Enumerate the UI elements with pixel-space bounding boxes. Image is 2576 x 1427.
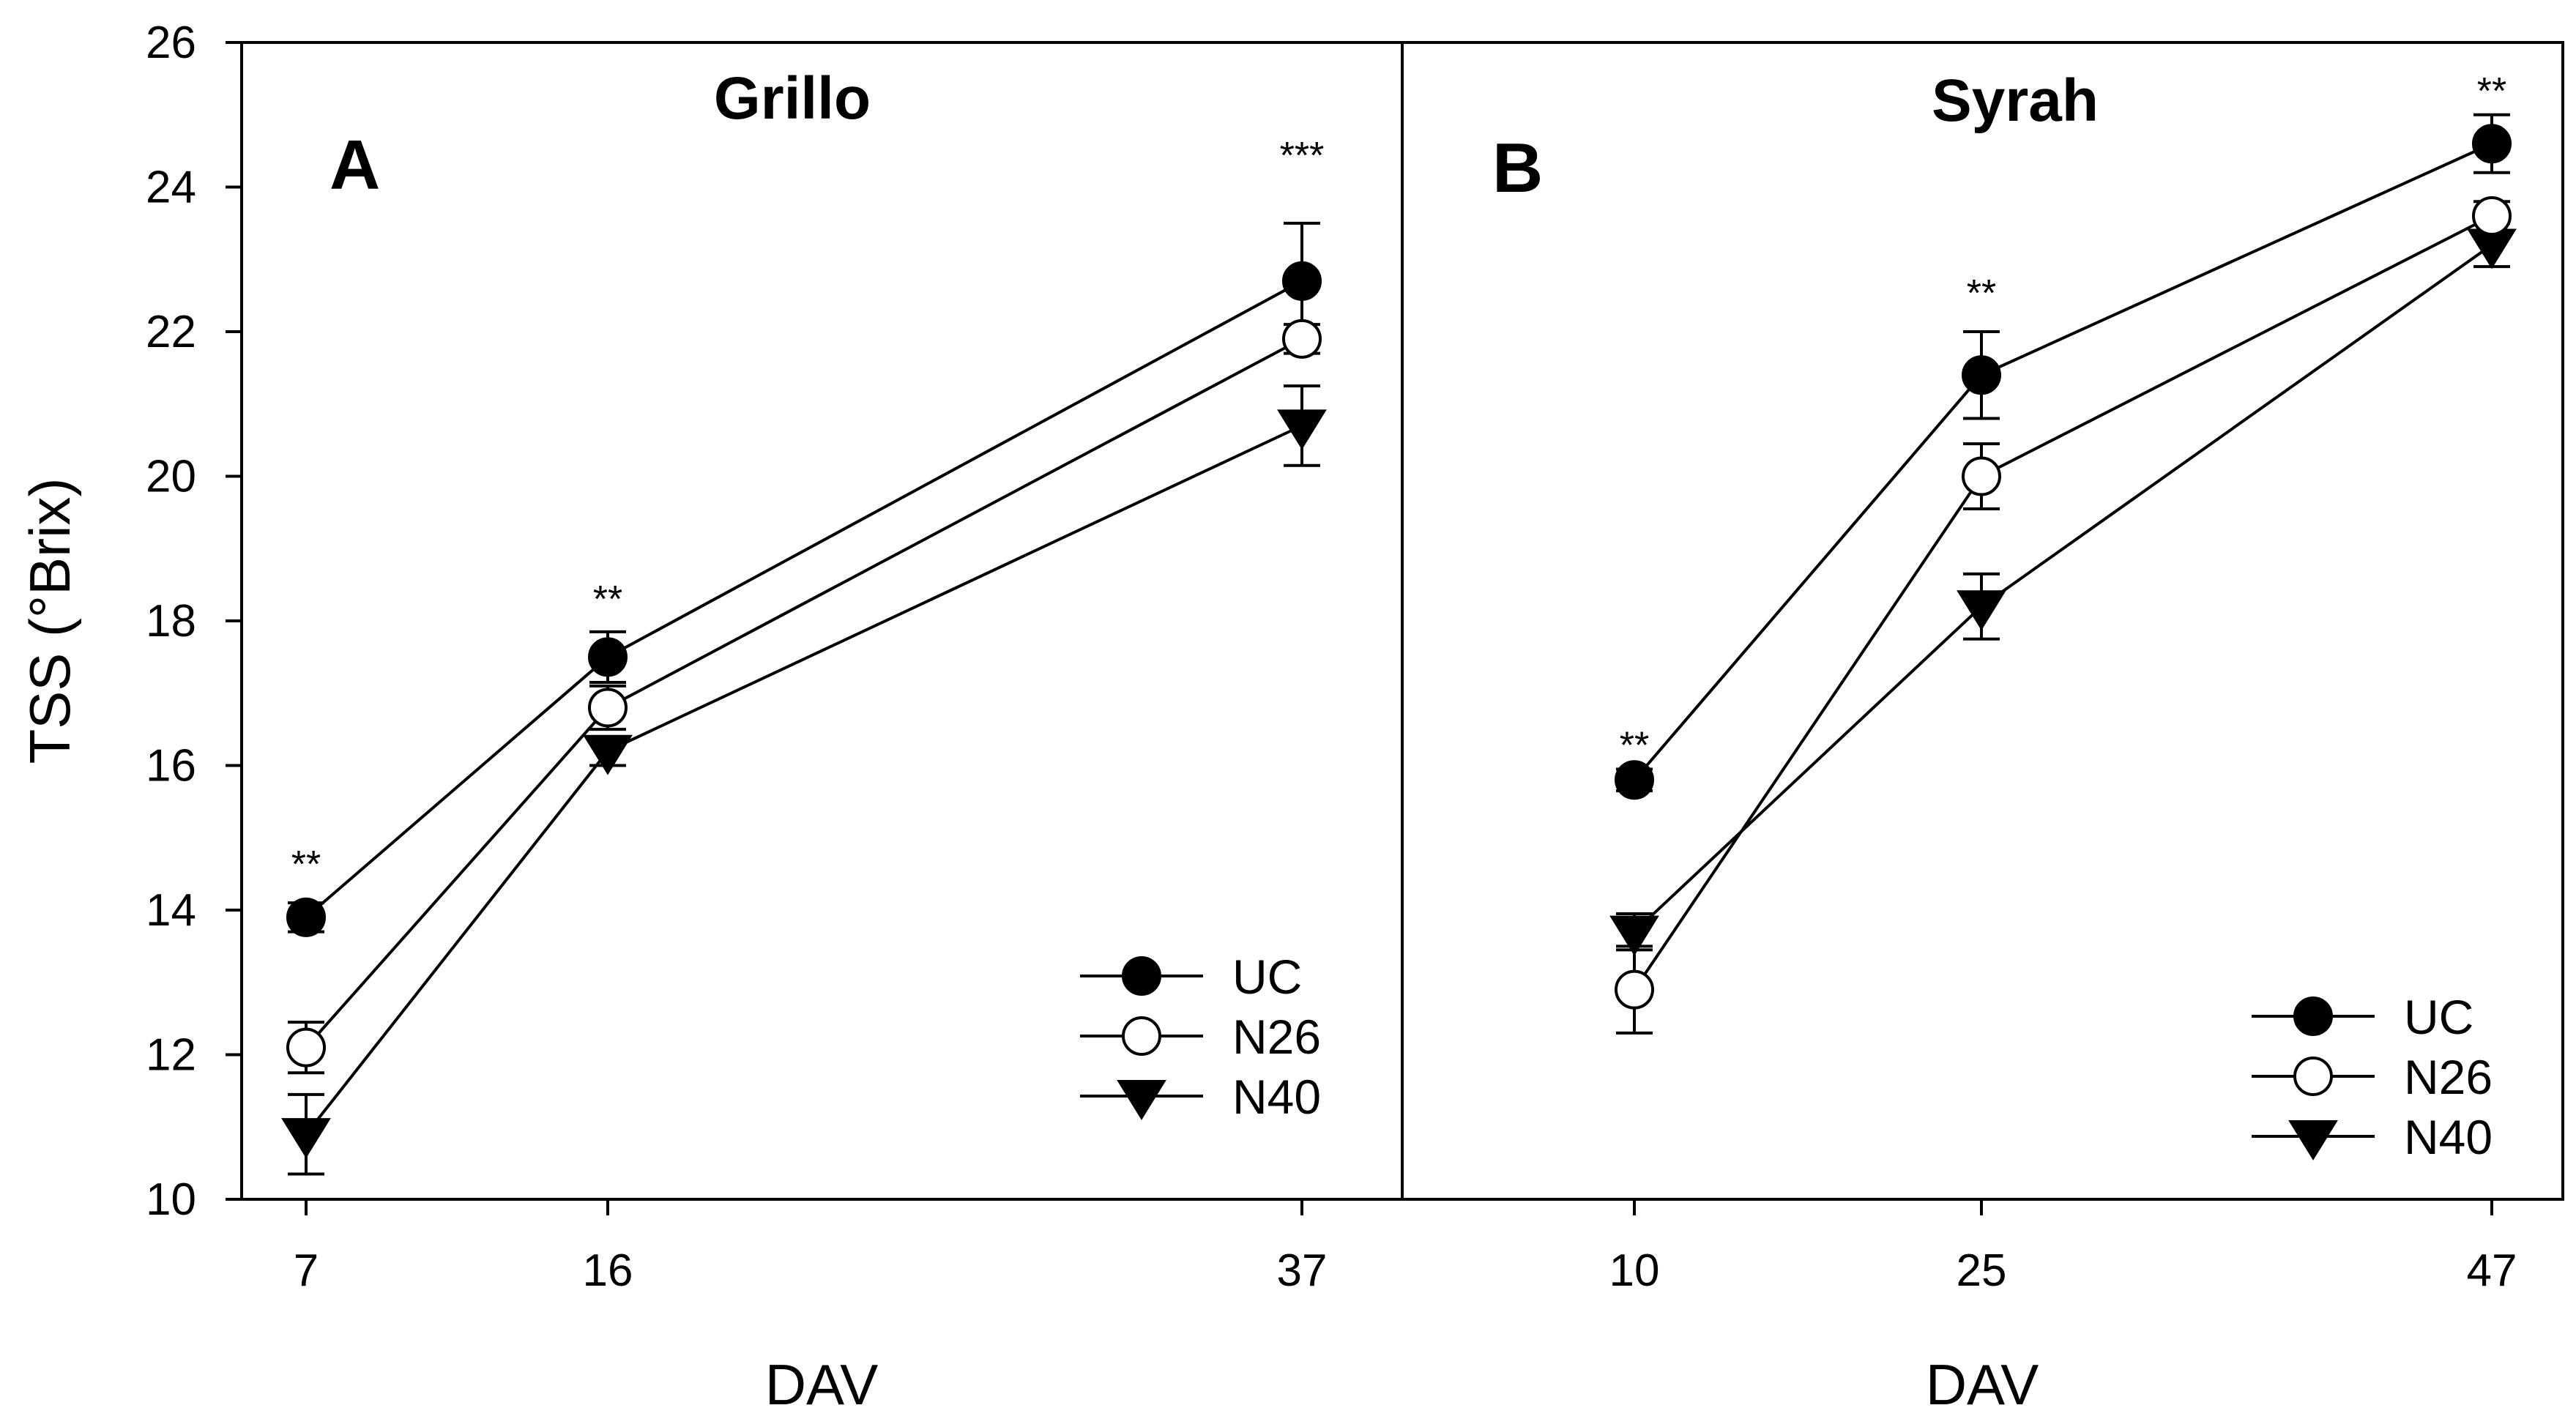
x-tick-label: 47	[2467, 1245, 2517, 1296]
legend-marker-n26	[1123, 1018, 1160, 1054]
legend-marker-n40	[1119, 1081, 1164, 1119]
legend-label: UC	[1232, 950, 1302, 1004]
legend-label: N26	[2404, 1050, 2493, 1104]
legend-marker-uc	[1123, 958, 1160, 994]
y-tick-label: 16	[146, 741, 196, 791]
legend-label: N40	[1232, 1070, 1321, 1124]
marker-uc	[1284, 263, 1320, 299]
series-line-n26	[1634, 216, 2492, 990]
marker-uc	[288, 899, 324, 936]
marker-n40	[283, 1119, 329, 1157]
marker-n26	[288, 1029, 324, 1066]
y-tick-label: 20	[146, 452, 196, 502]
legend-label: UC	[2404, 990, 2473, 1044]
panel-b-letter: B	[1492, 129, 1543, 207]
x-tick-label: 37	[1277, 1245, 1328, 1296]
significance-label: **	[1620, 724, 1649, 767]
significance-label: ***	[1280, 135, 1325, 177]
significance-label: **	[291, 843, 321, 886]
legend-label: N26	[1232, 1010, 1321, 1064]
marker-n26	[589, 690, 626, 726]
marker-uc	[2473, 125, 2510, 162]
y-axis: 10 12 14 16 18 20 22 24 26	[146, 18, 242, 1225]
significance-label: **	[593, 578, 622, 621]
significance-label: **	[1967, 272, 1996, 315]
series-line-n40	[1634, 245, 2492, 932]
marker-n40	[585, 736, 630, 773]
marker-n26	[2473, 198, 2510, 234]
marker-n26	[1284, 321, 1320, 357]
x-tick-label: 25	[1957, 1245, 2007, 1296]
x-tick-label: 16	[583, 1245, 633, 1296]
series-line-uc	[1634, 144, 2492, 780]
x-tick-label: 7	[294, 1245, 319, 1296]
marker-uc	[1963, 357, 2000, 393]
marker-n40	[1612, 917, 1657, 954]
tss-figure: TSS (°Brix) DAV DAV Grillo Syrah A B 101…	[0, 0, 2576, 1427]
series-line-uc	[306, 281, 1302, 917]
x-tick-label: 10	[1609, 1245, 1660, 1296]
series-line-n26	[306, 339, 1302, 1048]
y-tick-label: 26	[146, 18, 196, 68]
y-tick-label: 22	[146, 307, 196, 357]
panel-a-title: Grillo	[714, 65, 871, 132]
legend-marker-uc	[2295, 998, 2331, 1035]
y-tick-label: 12	[146, 1030, 196, 1081]
legend-marker-n26	[2295, 1058, 2331, 1095]
y-tick-label: 18	[146, 596, 196, 647]
panel-a-letter: A	[330, 126, 380, 204]
legend-marker-n40	[2290, 1122, 2336, 1159]
marker-uc	[589, 638, 626, 675]
panel-b-title: Syrah	[1932, 67, 2099, 134]
y-tick-label: 24	[146, 163, 196, 213]
panel-a-frame	[242, 42, 1402, 1199]
significance-label: **	[2477, 70, 2506, 113]
marker-n40	[1279, 411, 1325, 448]
marker-uc	[1616, 761, 1653, 798]
marker-n26	[1616, 972, 1653, 1008]
legend-label: N40	[2404, 1110, 2493, 1164]
marker-n26	[1963, 458, 2000, 495]
y-tick-label: 10	[146, 1174, 196, 1225]
x-axis-title-b: DAV	[1926, 1352, 2039, 1417]
y-tick-label: 14	[146, 885, 196, 936]
y-axis-title: TSS (°Brix)	[18, 478, 82, 764]
panel-b-plot: 10 25 47 ** ** ** UC N26 N40	[1609, 70, 2517, 1296]
x-axis-title-a: DAV	[765, 1352, 879, 1417]
